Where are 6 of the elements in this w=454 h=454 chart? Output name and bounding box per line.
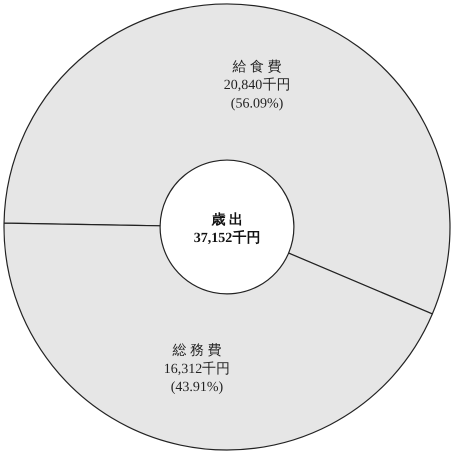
data-label: 20,840千円 (56.09%): [224, 77, 290, 112]
text: 歳 出: [210, 212, 243, 228]
slice-label: 総 務 費: [171, 342, 222, 359]
data-label: 16,312千円 (43.91%): [164, 360, 230, 395]
slice-label: 給 食 費: [232, 59, 282, 75]
text: 37,152千円: [194, 229, 260, 246]
